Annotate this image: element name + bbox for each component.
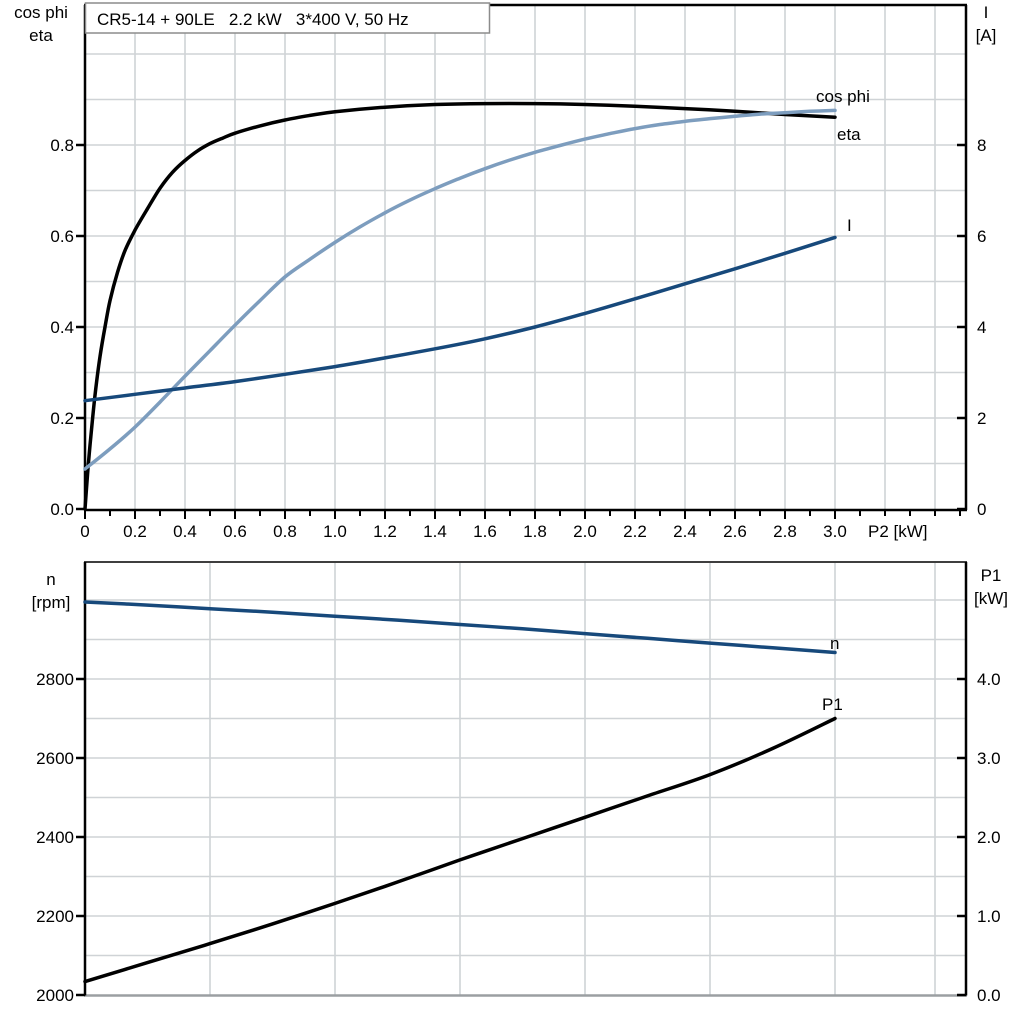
top-panel: 0 0.2 0.4 0.6 0.8 1.0 1.2 1.4 1.6 1.8 2.0 2.2 2.4 2.6…: [14, 2, 997, 541]
curve-eta: [83, 101, 837, 511]
curve-label-P1: P1: [822, 695, 843, 714]
x-tick-label: 3.0: [823, 522, 847, 541]
right-tick-label: 2.0: [977, 828, 1001, 847]
right-axis-title: [kW]: [974, 589, 1008, 608]
curve-cos-phi: [83, 108, 837, 471]
curve-n: [83, 600, 837, 655]
right-axis-title: P1: [981, 566, 1002, 585]
x-tick-label: 2.4: [673, 522, 697, 541]
right-tick-label: 8: [977, 136, 986, 155]
left-tick-label: 0.4: [50, 318, 74, 337]
left-tick-label: 2400: [36, 828, 74, 847]
left-axis-title: n: [46, 570, 55, 589]
x-tick-label: 0.2: [123, 522, 147, 541]
right-tick-label: 2: [977, 409, 986, 428]
curve-label-I: I: [847, 216, 852, 235]
right-tick-label: 4.0: [977, 670, 1001, 689]
left-axis-title: cos phi: [14, 3, 68, 22]
right-tick-label: 6: [977, 227, 986, 246]
left-tick-label: 2200: [36, 907, 74, 926]
chart-title: CR5-14 + 90LE 2.2 kW 3*400 V, 50 Hz: [97, 10, 409, 29]
right-tick-label: 4: [977, 318, 986, 337]
left-tick-label: 0.2: [50, 409, 74, 428]
x-tick-label: 1.0: [323, 522, 347, 541]
left-tick-label: 2800: [36, 670, 74, 689]
left-tick-label: 2000: [36, 986, 74, 1005]
x-tick-label: 2.0: [573, 522, 597, 541]
x-tick-label: 0.4: [173, 522, 197, 541]
x-tick-label: 2.2: [623, 522, 647, 541]
right-tick-label: 0: [977, 500, 986, 519]
right-tick-label: 0.0: [977, 986, 1001, 1005]
right-tick-label: 1.0: [977, 907, 1001, 926]
x-tick-label: 2.6: [723, 522, 747, 541]
x-tick-label: 1.8: [523, 522, 547, 541]
left-axis-title: [rpm]: [32, 593, 71, 612]
right-tick-label: 3.0: [977, 749, 1001, 768]
x-tick-label: 2.8: [773, 522, 797, 541]
left-tick-label: 0.8: [50, 136, 74, 155]
curve-P1: [83, 716, 837, 984]
left-tick-label: 2600: [36, 749, 74, 768]
curve-label-n: n: [830, 634, 839, 653]
left-tick-label: 0.0: [50, 500, 74, 519]
x-tick-label: 1.6: [473, 522, 497, 541]
x-tick-label: 0.6: [223, 522, 247, 541]
x-axis-title: P2 [kW]: [868, 522, 928, 541]
curve-I: [83, 235, 837, 403]
x-tick-label: 1.4: [423, 522, 447, 541]
curve-label-eta: eta: [837, 125, 861, 144]
x-tick-label: 0.8: [273, 522, 297, 541]
left-tick-label: 0.6: [50, 227, 74, 246]
bottom-panel: 2000 2200 2400 2600 2800 0.0 1.0 2.0 3.0 4.0 n [rp…: [32, 561, 1008, 1005]
x-tick-label: 1.2: [373, 522, 397, 541]
left-axis-title: eta: [29, 26, 53, 45]
curve-label-cos-phi: cos phi: [816, 87, 870, 106]
x-tick-label: 0: [80, 522, 89, 541]
chart-title-box: [84, 2, 491, 34]
right-axis-title: [A]: [976, 26, 997, 45]
right-axis-title: I: [984, 3, 989, 22]
